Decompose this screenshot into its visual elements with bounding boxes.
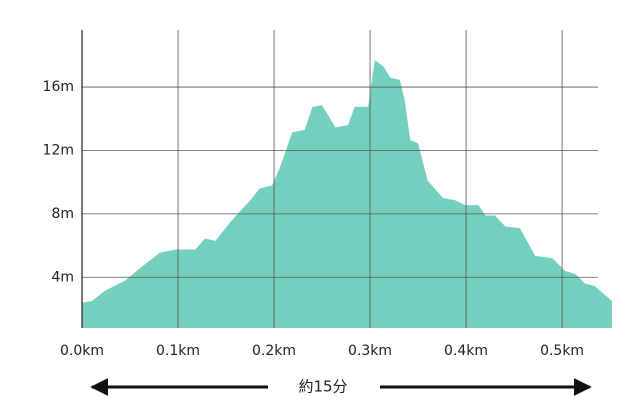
- y-tick-label: 4m: [51, 269, 74, 285]
- y-tick-label: 8m: [51, 206, 74, 222]
- x-tick-label: 0.0km: [60, 343, 104, 359]
- x-tick-label: 0.3km: [348, 343, 392, 359]
- x-tick-label: 0.4km: [444, 343, 488, 359]
- y-tick-label: 12m: [43, 142, 74, 158]
- duration-label: 約15分: [298, 378, 347, 396]
- y-tick-label: 16m: [43, 79, 74, 95]
- x-tick-label: 0.1km: [156, 343, 200, 359]
- x-tick-label: 0.5km: [540, 343, 584, 359]
- elevation-area: [82, 60, 612, 329]
- x-tick-label: 0.2km: [252, 343, 296, 359]
